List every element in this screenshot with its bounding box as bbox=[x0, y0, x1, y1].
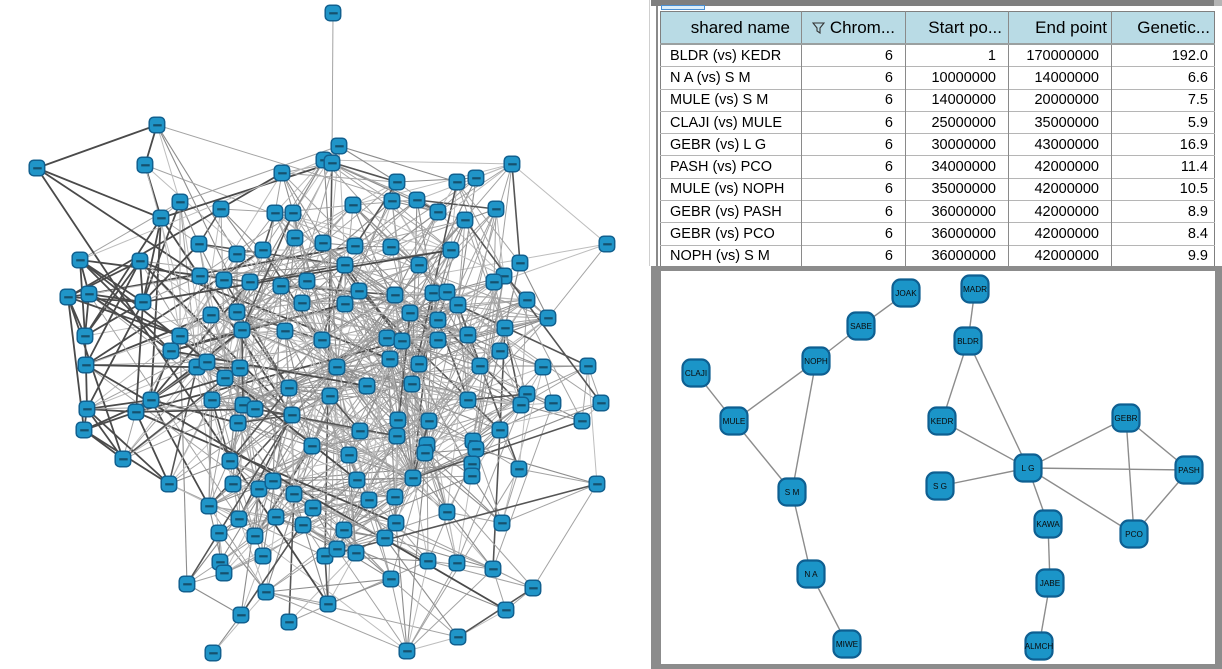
svg-text:JOAK: JOAK bbox=[895, 289, 917, 298]
svg-text:KEDR: KEDR bbox=[931, 417, 954, 426]
svg-text:NOPH: NOPH bbox=[804, 357, 828, 366]
svg-text:N A: N A bbox=[804, 570, 818, 579]
svg-text:JABE: JABE bbox=[1040, 579, 1061, 588]
svg-text:PCO: PCO bbox=[1125, 530, 1143, 539]
svg-text:MADR: MADR bbox=[963, 285, 987, 294]
svg-text:CLAJI: CLAJI bbox=[685, 369, 707, 378]
svg-text:SABE: SABE bbox=[850, 322, 872, 331]
svg-text:S G: S G bbox=[933, 482, 947, 491]
svg-text:S M: S M bbox=[785, 488, 800, 497]
svg-text:MULE: MULE bbox=[723, 417, 746, 426]
svg-text:GEBR: GEBR bbox=[1114, 414, 1137, 423]
svg-text:BLDR: BLDR bbox=[957, 337, 979, 346]
svg-text:ALMCH: ALMCH bbox=[1025, 642, 1054, 651]
svg-text:MIWE: MIWE bbox=[836, 640, 859, 649]
svg-text:PASH: PASH bbox=[1178, 466, 1200, 475]
svg-text:KAWA: KAWA bbox=[1036, 520, 1060, 529]
svg-text:L G: L G bbox=[1022, 464, 1035, 473]
